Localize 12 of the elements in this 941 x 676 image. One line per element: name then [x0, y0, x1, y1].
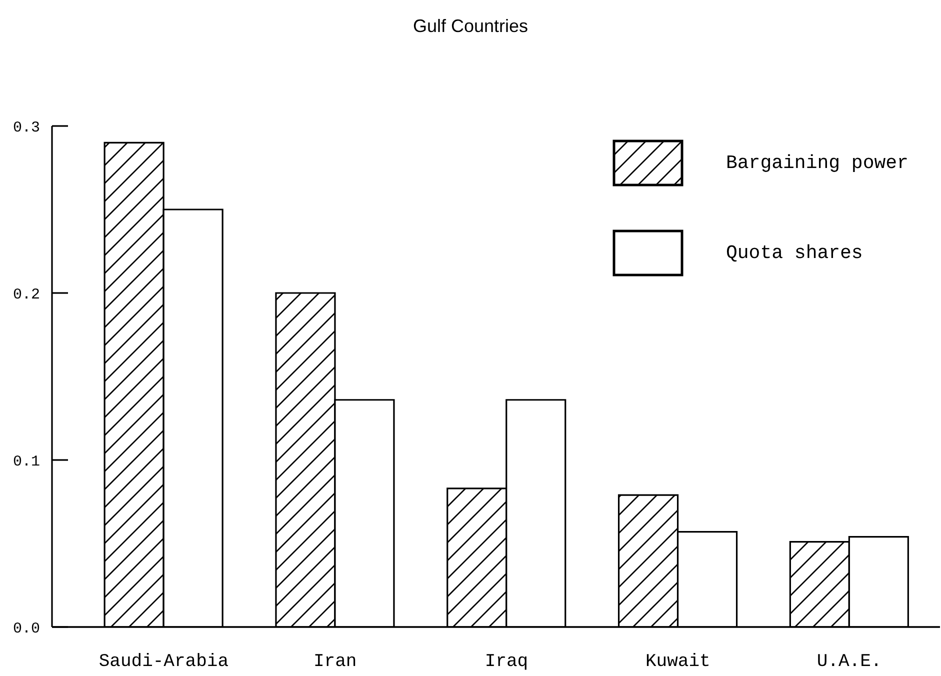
y-tick-label: 0.3	[12, 119, 40, 136]
chart-title: Gulf Countries	[412, 16, 530, 37]
x-tick-label: Kuwait	[645, 652, 710, 672]
y-tick-label: 0.0	[12, 620, 40, 638]
y-tick-label: 0.1	[12, 453, 40, 470]
x-tick-label: Iraq	[484, 652, 528, 672]
x-tick-label: Saudi-Arabia	[98, 652, 229, 672]
legend-label: Quota shares	[726, 242, 863, 264]
x-tick-label: U.A.E.	[816, 652, 882, 672]
x-tick-label: Iran	[313, 652, 357, 672]
legend-label: Bargaining power	[726, 152, 908, 174]
y-tick-label: 0.2	[12, 286, 40, 304]
